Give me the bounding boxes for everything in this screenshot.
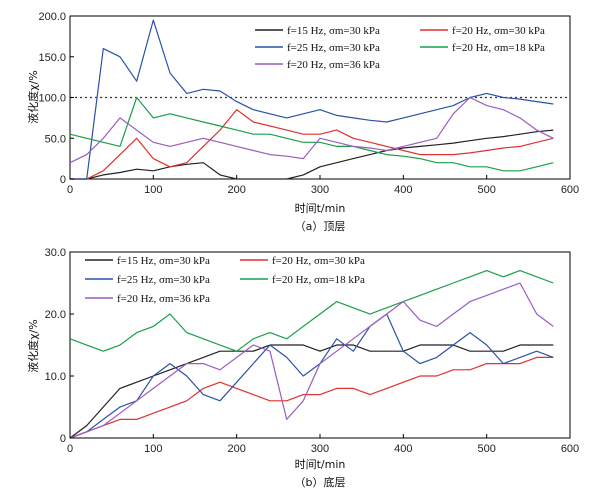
b-ytick-label: 20.0 [45,309,66,321]
a-xtick-label: 200 [227,184,245,196]
b-xtick-label: 400 [394,443,412,455]
chart-a-xlabel: 时间t/min [295,202,346,215]
b-xtick-label: 100 [144,443,162,455]
b-legend-label: f=20 Hz, σm=36 kPa [117,293,210,305]
a-legend-label: f=20 Hz, σm=18 kPa [452,42,545,54]
a-legend-label: f=15 Hz, σm=30 kPa [287,25,380,37]
b-xtick-label: 600 [561,443,579,455]
chart-b-ylabel: 液化度χ/% [26,319,40,373]
a-xtick-label: 100 [144,184,162,196]
b-xtick-label: 0 [67,443,73,455]
a-ytick-label: 50.0 [45,133,66,145]
chart-a: 0 100 200 300 400 500 600050.0100.0150.0200.0 … [26,11,579,233]
b-legend-label: f=20 Hz, σm=18 kPa [272,274,365,286]
b-ytick-label: 10.0 [45,371,66,383]
a-xtick-label: 500 [477,184,495,196]
chart-b-caption: （b）底层 [295,475,346,489]
b-series-line-1 [69,344,554,439]
a-series-line-4 [69,96,554,172]
a-xtick-label: 300 [311,184,329,196]
a-ytick-label: 200.0 [38,11,66,23]
a-ytick-label: 100.0 [38,93,66,105]
a-ytick-label: 0 [60,174,66,186]
b-series-line-2 [69,356,554,439]
b-legend-label: f=25 Hz, σm=30 kPa [117,274,210,286]
a-legend-item-4: f=20 Hz, σm=18 kPa [420,42,545,54]
a-xtick-label: 600 [561,184,579,196]
chart-a-caption: （a）顶层 [295,220,346,233]
b-legend-label: f=15 Hz, σm=30 kPa [117,255,210,267]
b-legend-label: f=20 Hz, σm=30 kPa [272,255,365,267]
b-series-line-3 [69,313,554,439]
b-legend-item-2: f=20 Hz, σm=30 kPa [240,255,365,267]
a-legend-label: f=20 Hz, σm=30 kPa [452,25,545,37]
a-legend-item-5: f=20 Hz, σm=36 kPa [255,59,380,71]
a-legend-item-2: f=20 Hz, σm=30 kPa [420,25,545,37]
b-legend-item-5: f=20 Hz, σm=36 kPa [85,293,210,305]
b-series-line-4 [69,270,554,352]
a-series-line-5 [69,96,554,164]
chart-b-xlabel: 时间t/min [295,458,346,471]
b-ytick-label: 0 [60,433,66,445]
a-series-line-1 [70,129,554,180]
b-xtick-label: 200 [227,443,245,455]
b-legend-item-1: f=15 Hz, σm=30 kPa [85,255,210,267]
a-xtick-label: 0 [67,184,73,196]
b-xtick-label: 300 [311,443,329,455]
a-legend-item-1: f=15 Hz, σm=30 kPa [255,25,380,37]
a-series-line-2 [70,109,554,180]
a-series-line-3 [70,19,554,180]
a-legend-label: f=25 Hz, σm=30 kPa [287,42,380,54]
b-series-line-5 [69,282,554,439]
b-legend-item-4: f=20 Hz, σm=18 kPa [240,274,365,286]
b-xtick-label: 500 [477,443,495,455]
a-legend-label: f=20 Hz, σm=36 kPa [287,59,380,71]
b-legend-item-3: f=25 Hz, σm=30 kPa [85,274,210,286]
a-legend-item-3: f=25 Hz, σm=30 kPa [255,42,380,54]
chart-a-ylabel: 液化度χ/% [26,70,40,124]
b-ytick-label: 30.0 [45,247,66,259]
a-ytick-label: 150.0 [38,52,66,64]
a-xtick-label: 400 [394,184,412,196]
